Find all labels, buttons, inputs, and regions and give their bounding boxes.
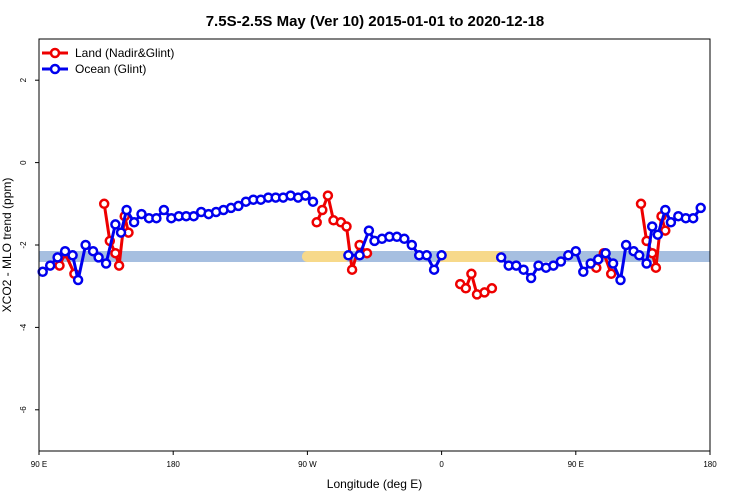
data-point (67, 250, 78, 261)
data-point (633, 250, 645, 261)
x-tick-label: 0 (439, 460, 444, 469)
data-point (578, 266, 589, 278)
data-point (307, 196, 319, 207)
data-point (510, 260, 522, 271)
data-point (354, 250, 365, 261)
legend: Land (Nadir&Glint) Ocean (Glint) (42, 46, 174, 76)
data-point (151, 212, 162, 224)
chart-title: 7.5S-2.5S May (Ver 10) 2015-01-01 to 202… (206, 13, 545, 30)
data-point (687, 212, 699, 224)
x-tick-label: 90 E (31, 460, 47, 469)
data-point (311, 217, 322, 228)
data-point (615, 274, 626, 286)
data-point (80, 239, 91, 251)
data-point (300, 190, 311, 201)
x-tick-label: 90 W (298, 460, 317, 469)
x-tick-label: 180 (167, 460, 181, 469)
y-tick-label: 2 (19, 77, 28, 82)
data-point (436, 250, 447, 261)
data-point (110, 247, 121, 259)
plot-area (37, 190, 710, 300)
data-point (72, 274, 84, 286)
x-axis: 90 E 180 90 W 0 90 E 180 (31, 451, 717, 469)
y-tick-label: 0 (19, 160, 28, 165)
data-point (188, 210, 199, 222)
data-point (635, 198, 647, 210)
data-point (121, 204, 132, 216)
data-point (428, 264, 440, 275)
data-point (158, 204, 170, 216)
data-point (479, 287, 490, 298)
data-point (136, 208, 147, 220)
data-point (570, 245, 582, 257)
data-point (695, 202, 706, 214)
data-point (652, 229, 664, 240)
data-point (660, 204, 671, 216)
data-point (646, 221, 658, 232)
data-point (406, 239, 418, 251)
data-point (322, 190, 334, 201)
data-point (607, 258, 619, 269)
data-point (52, 252, 63, 263)
data-point (93, 252, 104, 263)
legend-label: Ocean (Glint) (75, 62, 146, 76)
data-point (363, 225, 375, 236)
y-tick-label: -2 (19, 241, 28, 249)
y-tick-label: -4 (19, 323, 28, 331)
legend-marker (49, 63, 61, 75)
data-point (665, 217, 677, 228)
data-point (110, 219, 121, 230)
data-point (486, 283, 498, 294)
data-point (466, 268, 477, 280)
data-point (605, 268, 617, 280)
data-point (399, 233, 410, 245)
data-point (641, 258, 652, 269)
data-point (592, 254, 604, 265)
x-tick-label: 90 E (568, 460, 584, 469)
y-axis: -6 -4 -2 0 2 (19, 77, 39, 413)
y-axis-label: XCO2 - MLO trend (ppm) (0, 178, 14, 313)
data-point (113, 260, 125, 271)
legend-marker (49, 47, 61, 59)
data-point (585, 258, 596, 269)
data-point (343, 250, 354, 261)
data-point (37, 266, 48, 278)
data-point (87, 245, 99, 257)
data-point (341, 221, 352, 232)
data-point (650, 262, 662, 273)
legend-item-0: Land (Nadir&Glint) (42, 46, 174, 60)
series-line (41, 194, 314, 282)
data-point (600, 247, 611, 259)
data-point (115, 227, 127, 238)
data-point (59, 245, 71, 257)
data-point (54, 260, 65, 271)
data-point (495, 252, 507, 263)
x-tick-label: 180 (703, 460, 717, 469)
data-point (518, 264, 529, 275)
y-tick-label: -6 (19, 406, 28, 414)
data-point (563, 250, 574, 261)
data-point (100, 258, 112, 269)
data-point (98, 198, 110, 210)
data-point (555, 256, 567, 267)
data-point (660, 225, 671, 236)
data-point (233, 200, 244, 212)
data-point (346, 264, 358, 275)
legend-item-1: Ocean (Glint) (42, 62, 146, 76)
data-point (128, 217, 140, 228)
legend-label: Land (Nadir&Glint) (75, 46, 174, 60)
data-point (548, 260, 559, 271)
data-point (317, 204, 328, 216)
series-1 (37, 190, 706, 286)
data-point (44, 260, 56, 271)
data-point (525, 272, 537, 284)
data-point (460, 283, 472, 294)
data-point (421, 250, 432, 261)
x-axis-label: Longitude (deg E) (327, 477, 422, 491)
data-point (620, 239, 632, 251)
